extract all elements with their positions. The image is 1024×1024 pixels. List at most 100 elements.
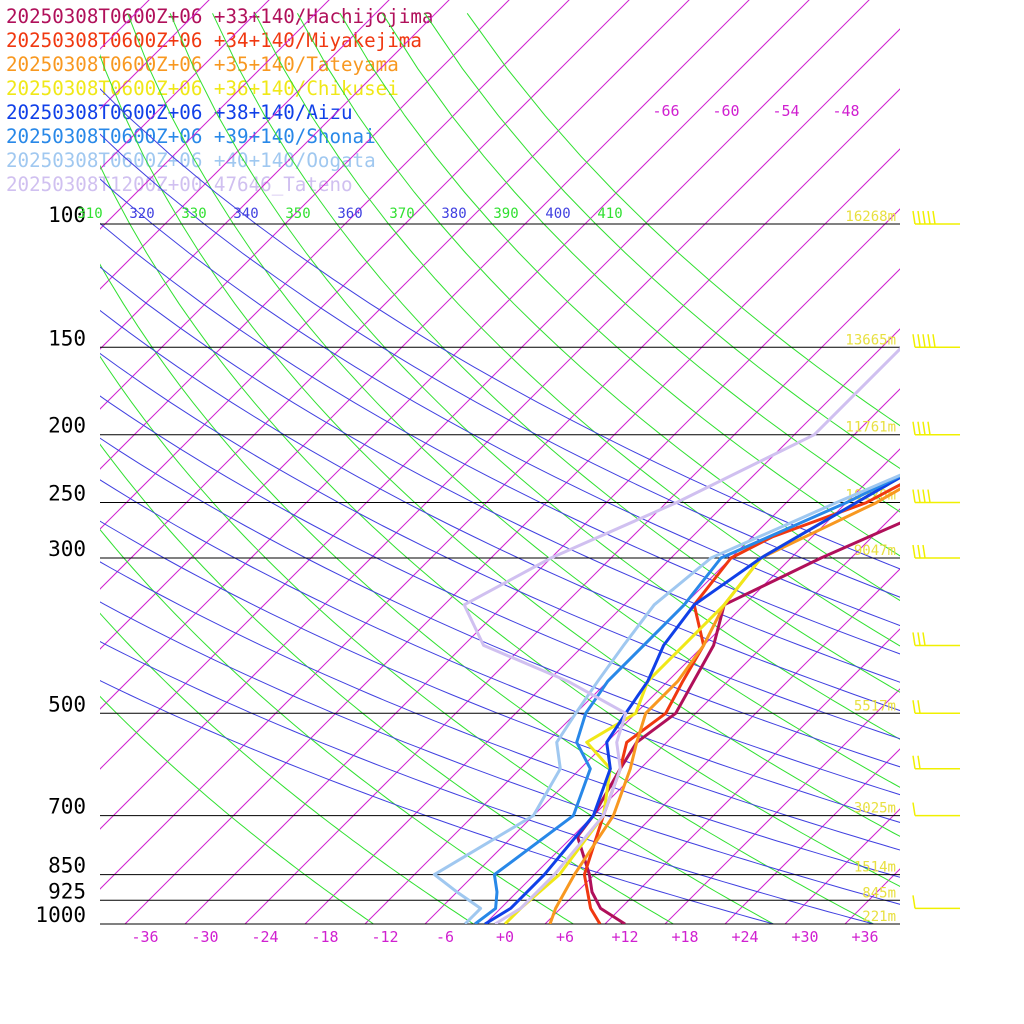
- dry-adiabat-line: [339, 13, 900, 557]
- wind-barb-feather: [917, 755, 921, 769]
- temperature-tick-label: -24: [251, 928, 278, 946]
- pressure-label: 100: [48, 203, 86, 227]
- wind-barb-feather: [912, 334, 916, 348]
- temperature-tick-label: -18: [311, 928, 338, 946]
- wind-barb-feather: [927, 489, 931, 503]
- wind-barb-feather: [927, 421, 931, 435]
- wind-barb-feather: [922, 421, 926, 435]
- wind-barb-feather: [912, 895, 916, 909]
- upper-temperature-label: -54: [772, 102, 799, 120]
- sounding-line: [582, 483, 900, 924]
- wind-barb-icon: [912, 210, 960, 225]
- legend-entry: 20250308T0600Z+06 +34+140/Miyakejima: [6, 29, 422, 52]
- isotherm-line: [484, 508, 900, 924]
- wind-barb-feather: [927, 334, 931, 348]
- dry-adiabat-line: [169, 13, 900, 740]
- dry-adiabat-line: [254, 13, 900, 647]
- wind-barb-feather: [922, 544, 926, 559]
- wind-barb-feather: [912, 755, 916, 769]
- legend: 20250308T0600Z+06 +33+140/Hachijojima 202…: [6, 5, 433, 197]
- dry-adiabat-line: [100, 53, 900, 837]
- pressure-label: 150: [48, 326, 86, 350]
- wind-barb-icon: [912, 700, 960, 715]
- wind-barb-feather: [912, 632, 916, 646]
- saturated-adiabat-line: [100, 479, 900, 823]
- isotherm-line: [100, 0, 570, 470]
- temperature-tick-label: +0: [496, 928, 514, 946]
- theta-label: 320: [129, 206, 154, 222]
- height-label: 845m: [862, 885, 896, 901]
- dry-adiabat-line: [296, 13, 900, 602]
- saturated-adiabat-line: [100, 561, 900, 878]
- height-label: 3025m: [854, 801, 896, 817]
- isotherm-line: [244, 268, 900, 924]
- theta-label: 310: [77, 206, 102, 222]
- sounding-line: [576, 521, 900, 924]
- upper-temperature-label: -60: [712, 102, 739, 120]
- isotherm-line: [100, 0, 450, 350]
- saturated-adiabat-line: [100, 520, 900, 851]
- wind-barb-icon: [912, 755, 960, 770]
- background-grid: [100, 0, 1024, 924]
- wind-barb-icon: [912, 334, 960, 349]
- theta-label: 400: [545, 206, 570, 222]
- theta-label: 360: [337, 206, 362, 222]
- pressure-label: 1000: [35, 903, 86, 927]
- height-label: 9047m: [854, 543, 896, 559]
- upper-temperature-label: -66: [652, 102, 679, 120]
- isotherm-line: [724, 748, 900, 924]
- saturated-adiabat-line: [100, 641, 874, 924]
- dry-adiabat-line: [100, 263, 874, 924]
- dry-adiabat-line: [424, 13, 900, 470]
- dry-adiabat-line: [100, 164, 900, 888]
- isotherm-line: [905, 0, 1024, 924]
- height-label: 1514m: [854, 860, 896, 876]
- isotherm-line: [100, 0, 750, 650]
- height-label: 221m: [862, 909, 896, 925]
- wind-barb-icon: [912, 421, 960, 436]
- wind-barb-icon: [912, 489, 960, 504]
- sounding-line: [484, 475, 900, 924]
- wind-barb-icon: [912, 895, 960, 910]
- dry-adiabat-line: [127, 13, 900, 788]
- pressure-label: 925: [48, 879, 86, 903]
- dry-adiabat-line: [381, 13, 900, 513]
- isotherm-line: [100, 0, 270, 170]
- isotherm-line: [124, 148, 900, 924]
- wind-barb-feather: [922, 210, 926, 225]
- wind-barb-feather: [917, 421, 921, 435]
- temperature-tick-label: -36: [131, 928, 158, 946]
- wind-barb-feather: [922, 489, 926, 503]
- theta-label: 380: [441, 206, 466, 222]
- legend-entry: 20250308T0600Z+06 +39+140/Shonai: [6, 125, 376, 148]
- wind-barb-icon: [912, 544, 960, 559]
- saturated-adiabat-line: [100, 680, 774, 924]
- dry-adiabat-line: [212, 13, 900, 693]
- theta-label: 350: [285, 206, 310, 222]
- isotherm-line: [184, 208, 900, 924]
- saturated-adiabat-line: [100, 178, 900, 627]
- height-label: 16268m: [845, 209, 896, 225]
- dry-adiabat-line: [100, 355, 774, 924]
- temperature-tick-label: -30: [191, 928, 218, 946]
- wind-barb-feather: [932, 210, 936, 225]
- temperature-tick-label: -12: [371, 928, 398, 946]
- wind-barb-feather: [912, 210, 916, 225]
- sounding-line: [462, 346, 900, 924]
- saturated-adiabat-line: [100, 88, 900, 570]
- temperature-tick-label: +12: [611, 928, 638, 946]
- isotherm-line: [304, 328, 900, 924]
- wind-barb-icon: [912, 632, 960, 647]
- saturated-adiabat-line: [100, 309, 900, 712]
- isotherm-line: [424, 448, 900, 924]
- wind-barb-feather: [917, 489, 921, 503]
- temperature-tick-label: +24: [731, 928, 758, 946]
- upper-temperature-label: -48: [832, 102, 859, 120]
- temperature-tick-label: +30: [791, 928, 818, 946]
- wind-barb-feather: [912, 802, 916, 816]
- isotherm-line: [544, 568, 900, 924]
- isotherm-line: [664, 688, 900, 924]
- saturated-adiabat-line: [100, 133, 900, 598]
- pressure-label: 700: [48, 795, 86, 819]
